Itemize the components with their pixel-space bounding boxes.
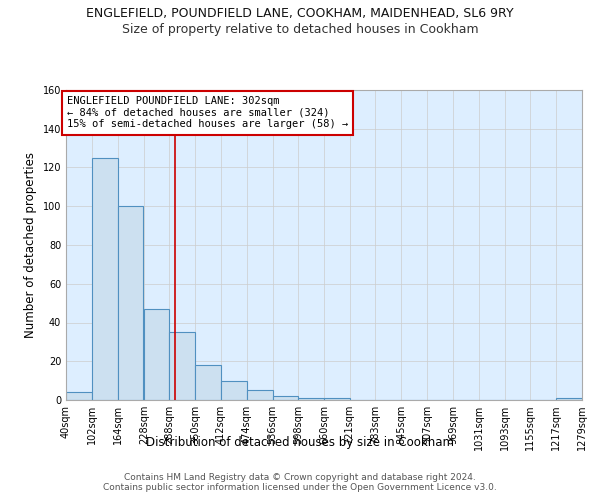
Bar	[556, 398, 582, 400]
Bar	[221, 380, 247, 400]
Text: ENGLEFIELD, POUNDFIELD LANE, COOKHAM, MAIDENHEAD, SL6 9RY: ENGLEFIELD, POUNDFIELD LANE, COOKHAM, MA…	[86, 8, 514, 20]
Y-axis label: Number of detached properties: Number of detached properties	[24, 152, 37, 338]
Text: Contains HM Land Registry data © Crown copyright and database right 2024.
Contai: Contains HM Land Registry data © Crown c…	[103, 472, 497, 492]
Text: ENGLEFIELD POUNDFIELD LANE: 302sqm
← 84% of detached houses are smaller (324)
15: ENGLEFIELD POUNDFIELD LANE: 302sqm ← 84%…	[67, 96, 348, 130]
Text: Size of property relative to detached houses in Cookham: Size of property relative to detached ho…	[122, 22, 478, 36]
Bar	[247, 390, 272, 400]
Bar	[66, 392, 92, 400]
Text: Distribution of detached houses by size in Cookham: Distribution of detached houses by size …	[146, 436, 454, 449]
Bar	[324, 398, 350, 400]
Bar	[272, 396, 298, 400]
Bar	[298, 398, 324, 400]
Bar	[195, 365, 221, 400]
Bar	[169, 332, 195, 400]
Bar	[118, 206, 143, 400]
Bar	[92, 158, 118, 400]
Bar	[144, 309, 169, 400]
